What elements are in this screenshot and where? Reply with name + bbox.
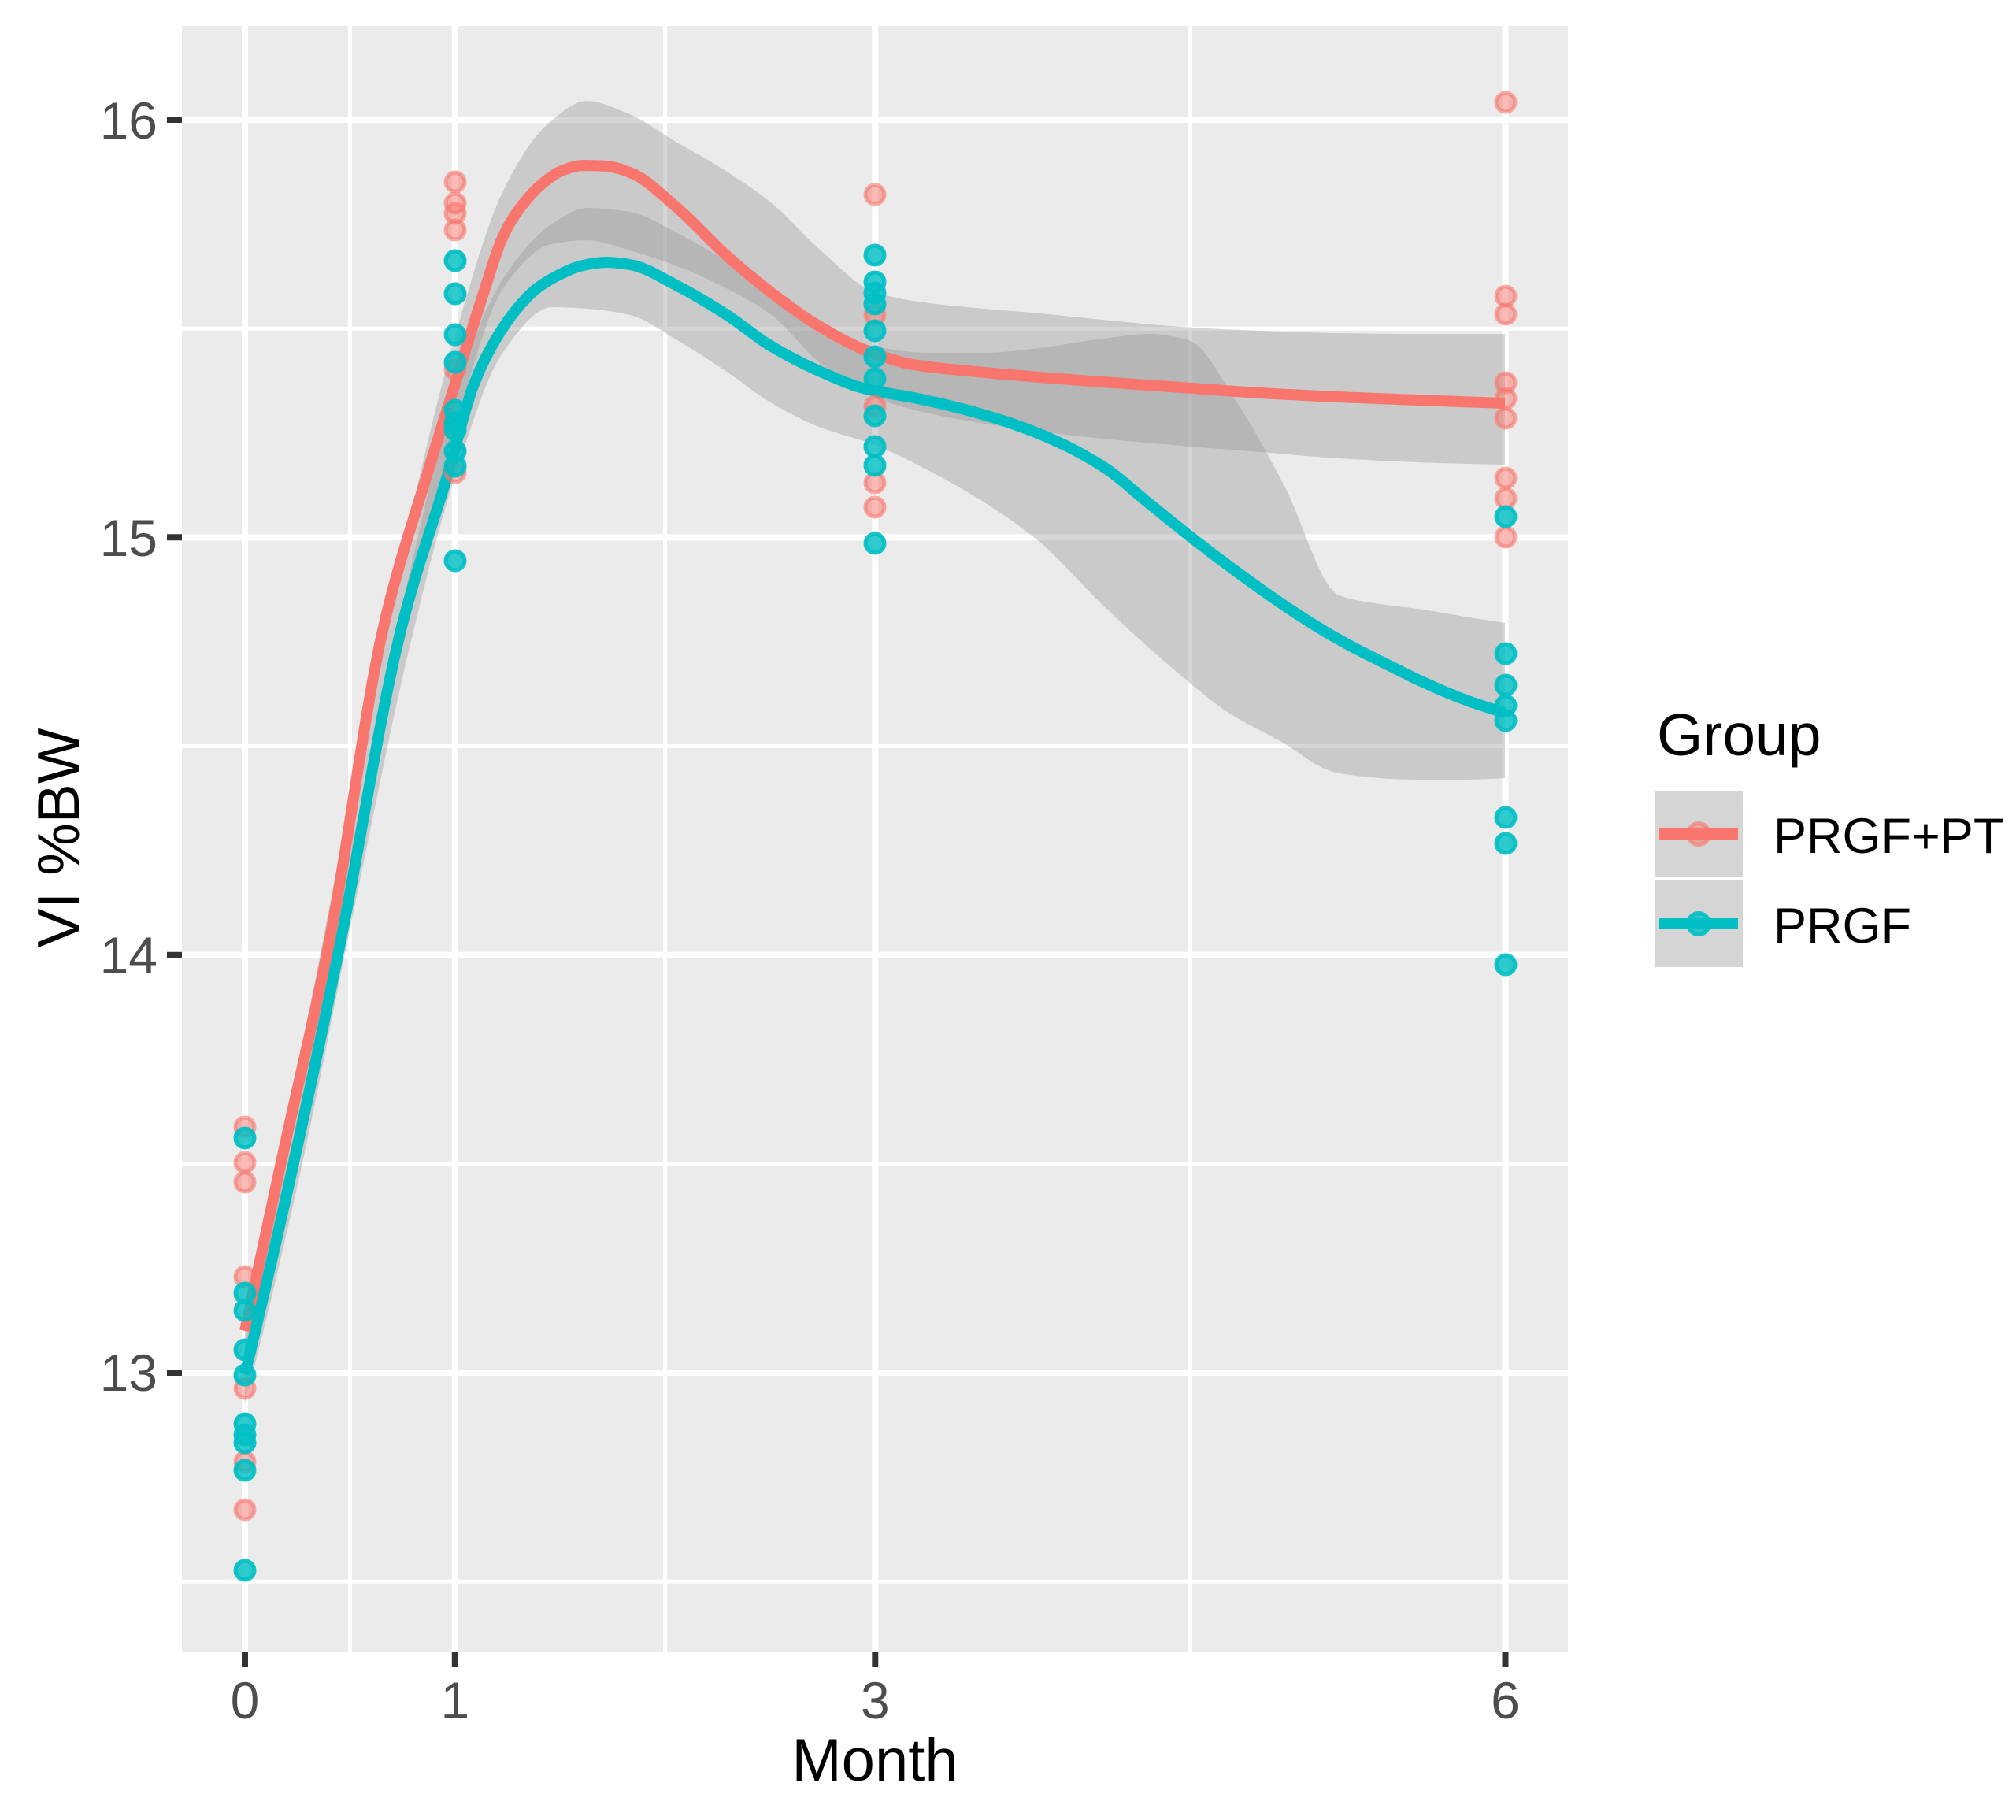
svg-text:Month: Month — [791, 1727, 958, 1794]
svg-text:PRGF+PT: PRGF+PT — [1773, 809, 2003, 864]
svg-text:14: 14 — [100, 926, 158, 984]
svg-text:PRGF: PRGF — [1773, 899, 1911, 954]
svg-text:3: 3 — [861, 1671, 890, 1729]
svg-text:13: 13 — [100, 1344, 158, 1402]
svg-text:16: 16 — [100, 91, 158, 150]
svg-text:VI %BW: VI %BW — [25, 728, 91, 947]
svg-text:0: 0 — [231, 1671, 260, 1729]
svg-text:1: 1 — [440, 1671, 469, 1729]
svg-text:15: 15 — [100, 509, 158, 567]
svg-text:Group: Group — [1657, 702, 1821, 768]
svg-text:6: 6 — [1491, 1671, 1520, 1729]
